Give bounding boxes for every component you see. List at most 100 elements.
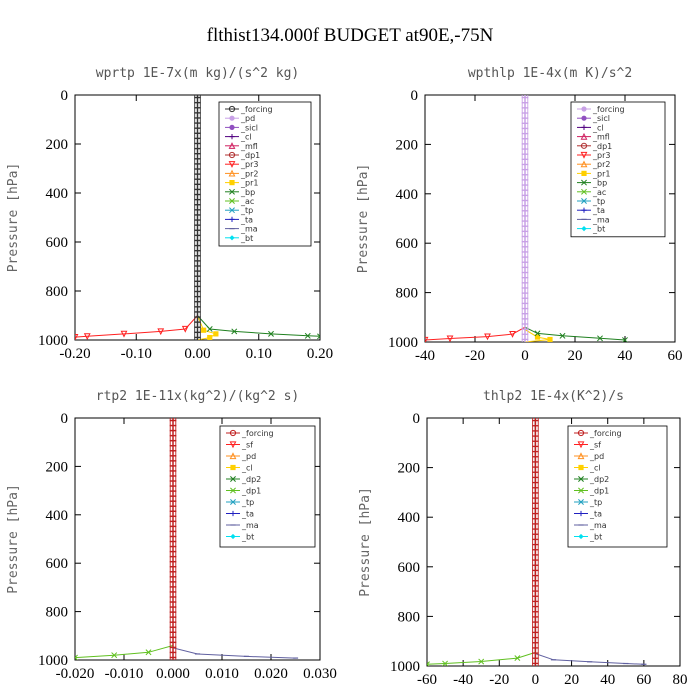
legend-label: _tp xyxy=(592,197,605,206)
data-point xyxy=(514,655,521,662)
plot-frame xyxy=(426,417,681,667)
data-point xyxy=(427,661,430,666)
x-tick-label: -20 xyxy=(489,672,509,688)
legend-marker xyxy=(581,170,587,176)
x-tick-label: -40 xyxy=(415,348,435,364)
legend-marker xyxy=(229,235,235,241)
data-point xyxy=(478,658,485,665)
legend-item: _pr2 xyxy=(577,160,610,169)
legend-label: _pr3 xyxy=(592,151,610,160)
legend-item: _dp1 xyxy=(574,487,609,496)
legend-marker xyxy=(230,499,236,505)
legend-item: _sf xyxy=(574,441,601,450)
data-point xyxy=(425,336,429,342)
y-tick-label: 800 xyxy=(46,284,69,300)
legend-label: _cl xyxy=(592,123,604,132)
legend-marker xyxy=(578,499,584,505)
y-tick-label: 400 xyxy=(46,508,69,524)
legend-marker xyxy=(580,132,588,140)
x-tick-label: 20 xyxy=(564,672,579,688)
legend-marker xyxy=(230,487,236,494)
legend-item: _ta xyxy=(577,206,605,215)
y-axis-label: Pressure [hPa] xyxy=(358,487,373,597)
legend-item: _pd xyxy=(225,114,255,123)
series-pr1 xyxy=(524,95,551,342)
legend-item: _pr1 xyxy=(225,179,258,188)
data-point xyxy=(111,652,118,659)
legend-label: _pd xyxy=(240,114,255,123)
legend-item: _ma xyxy=(225,225,258,234)
legend-label: _sicl xyxy=(240,123,258,132)
legend-item: _ma xyxy=(574,521,607,530)
y-tick-label: 1000 xyxy=(388,335,418,351)
legend-marker xyxy=(581,179,587,186)
panel-2: wpthlp 1E-4x(m K)/s^2 Pressure [hPa] -40 -2… xyxy=(356,66,683,364)
legend-item: _dp1 xyxy=(225,151,260,160)
legend-label: _bt xyxy=(241,533,254,542)
panel-title: wpthlp 1E-4x(m K)/s^2 xyxy=(468,66,632,81)
legend-item: _sicl xyxy=(577,114,610,123)
legend-label: _dp1 xyxy=(240,151,260,160)
series-pr3 xyxy=(75,95,198,338)
data-point xyxy=(622,337,628,342)
x-tick-label: -0.010 xyxy=(105,666,144,682)
legend-marker xyxy=(228,161,236,168)
data-point xyxy=(317,333,320,340)
legend-marker xyxy=(577,429,585,437)
legend-label: _pr1 xyxy=(592,169,610,178)
legend-box xyxy=(218,101,312,247)
legend-label: _mfl xyxy=(240,142,258,151)
legend-label: _ma xyxy=(241,521,259,530)
panel-1: wprtp 1E-7x(m kg)/(s^2 kg) Pressure [hPa]… xyxy=(6,66,333,362)
legend-label: _dp2 xyxy=(241,475,261,484)
y-tick-label: 0 xyxy=(411,88,419,104)
legend-item: _bp xyxy=(225,188,255,197)
series-markers-pr3 xyxy=(425,330,516,342)
legend-item: _pd xyxy=(226,452,256,461)
legend: _forcing _sf _pd _cl _dp2 _dp1 _tp _ta _ma _bt xyxy=(219,425,316,548)
data-point xyxy=(120,330,128,338)
y-tick-label: 200 xyxy=(46,459,69,475)
legend-label: _ma xyxy=(240,225,258,234)
legend-label: _dp1 xyxy=(589,487,609,496)
legend-label: _ta xyxy=(240,215,253,224)
series-dp1 xyxy=(75,418,174,659)
legend-marker xyxy=(580,160,588,168)
legend-marker xyxy=(581,226,587,232)
y-tick-label: 0 xyxy=(61,411,69,427)
legend-item: _mfl xyxy=(577,133,610,142)
legend-label: _tp xyxy=(589,498,602,507)
series-line xyxy=(524,95,551,342)
legend-item: _cl xyxy=(225,133,252,142)
legend-marker xyxy=(230,533,236,540)
data-point xyxy=(484,333,491,341)
legend-item: _mfl xyxy=(225,142,258,151)
y-tick-label: 800 xyxy=(398,609,421,625)
series-line xyxy=(427,418,536,665)
x-tick-label: 40 xyxy=(618,348,633,364)
legend-item: _ta xyxy=(226,510,254,519)
legend-label: _forcing xyxy=(589,429,622,438)
legend-label: _forcing xyxy=(241,429,274,438)
legend-label: _ac xyxy=(592,188,606,197)
legend-marker xyxy=(581,106,587,112)
data-point xyxy=(442,660,449,666)
x-tick-label: -20 xyxy=(465,348,485,364)
legend-item: _dp2 xyxy=(226,475,261,484)
legend-label: _ma xyxy=(589,521,607,530)
legend-marker xyxy=(229,124,235,130)
legend-marker xyxy=(229,198,235,204)
series-markers-ma xyxy=(194,653,299,659)
legend-item: _forcing xyxy=(577,105,625,114)
x-tick-label: 0.00 xyxy=(184,346,210,362)
legend-label: _cl xyxy=(589,464,601,473)
x-tick-label: 60 xyxy=(636,672,651,688)
data-point xyxy=(206,326,213,332)
legend-label: _forcing xyxy=(592,105,625,114)
legend-label: _ta xyxy=(589,510,602,519)
legend-box xyxy=(570,101,666,238)
series-markers-ma xyxy=(550,659,647,665)
plot-area xyxy=(427,418,647,666)
legend-marker xyxy=(581,115,587,121)
